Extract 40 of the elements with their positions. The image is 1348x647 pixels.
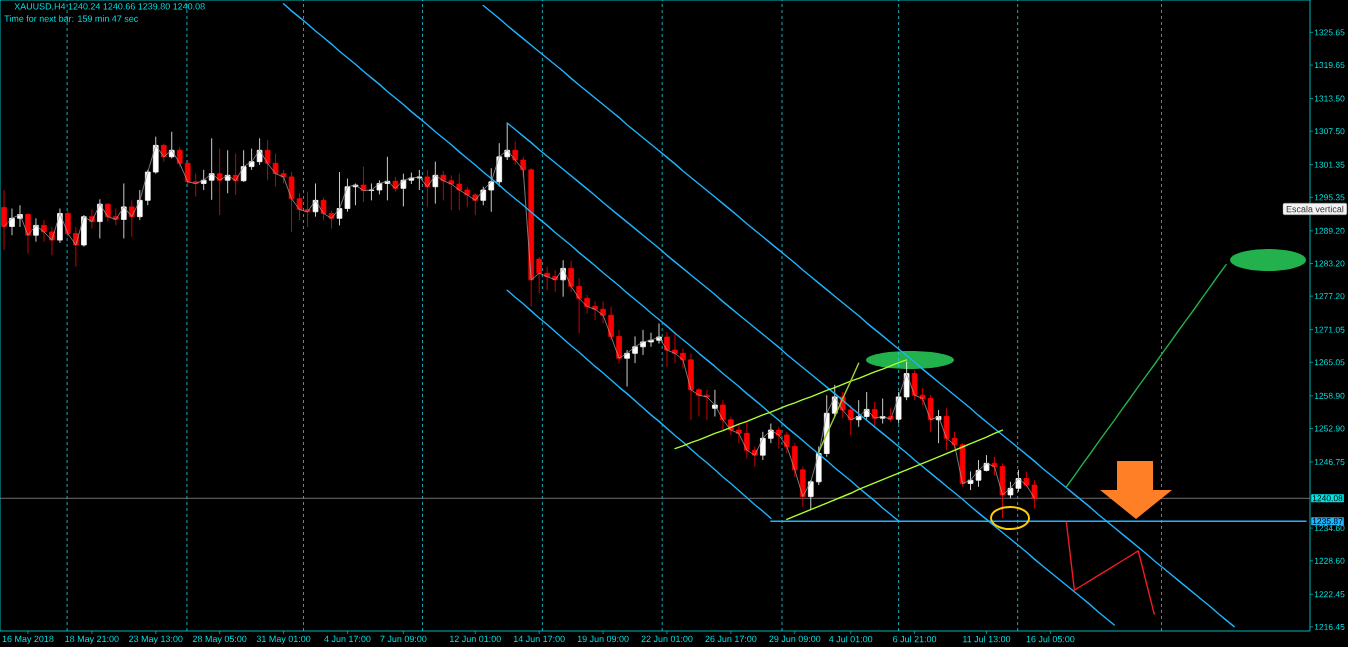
x-tick-label: 16 Jul 05:00	[1026, 635, 1075, 643]
y-tick-label: 1283.20	[1314, 260, 1345, 267]
y-tick-label: 1222.45	[1314, 591, 1345, 598]
y-tick-label: 1325.65	[1314, 29, 1345, 36]
y-tick-label: 1313.50	[1314, 95, 1345, 102]
y-tick-label: 1228.60	[1314, 557, 1345, 564]
chart-title: XAUUSD,H4 1240.24 1240.66 1239.80 1240.08	[14, 3, 205, 11]
y-tick-label: 1258.90	[1314, 392, 1345, 399]
x-tick-label: 29 Jun 09:00	[769, 635, 821, 643]
y-tick-label: 1289.20	[1314, 227, 1345, 234]
x-tick-label: 18 May 21:00	[65, 635, 119, 644]
x-tick-label: 22 Jun 01:00	[641, 635, 693, 643]
y-tick-label: 1307.50	[1314, 128, 1345, 135]
data-label: 1235.87	[1312, 518, 1343, 525]
y-tick-label: 1277.20	[1314, 293, 1345, 300]
y-tick-label: 1265.05	[1314, 359, 1345, 366]
x-tick-label: 7 Jun 09:00	[380, 635, 427, 643]
y-tick-label: 1271.05	[1314, 326, 1345, 333]
x-tick-label: 6 Jul 21:00	[893, 635, 937, 643]
annotation: Escala vertical	[1286, 205, 1344, 213]
ref-line-label: 1240.08	[1312, 495, 1343, 502]
y-tick-label: 1234.60	[1314, 525, 1345, 532]
y-tick-label: 1319.65	[1314, 62, 1345, 69]
x-tick-label: 4 Jul 01:00	[828, 635, 873, 643]
text: Time for next bar: 159 min 47 sec	[4, 15, 138, 22]
x-tick-label: 4 Jun 17:00	[324, 635, 371, 643]
x-tick-label: 26 Jun 17:00	[705, 635, 757, 643]
x-tick-label: 28 May 05:00	[192, 635, 247, 644]
x-tick-label: 14 Jun 17:00	[513, 635, 565, 643]
x-tick-label: 16 May 2018	[2, 635, 54, 644]
y-tick-label: 1216.45	[1314, 623, 1345, 630]
y-tick-label: 1246.75	[1314, 458, 1345, 465]
x-tick-label: 23 May 13:00	[129, 635, 183, 644]
y-tick-label: 1295.35	[1314, 194, 1345, 201]
y-tick-label: 1252.90	[1314, 425, 1345, 432]
x-tick-label: 19 Jun 09:00	[577, 635, 629, 643]
x-tick-label: 11 Jul 13:00	[963, 635, 1011, 643]
x-tick-label: 31 May 01:00	[256, 635, 311, 644]
x-tick-label: 12 Jun 01:00	[450, 635, 501, 643]
y-tick-label: 1301.35	[1314, 161, 1345, 168]
